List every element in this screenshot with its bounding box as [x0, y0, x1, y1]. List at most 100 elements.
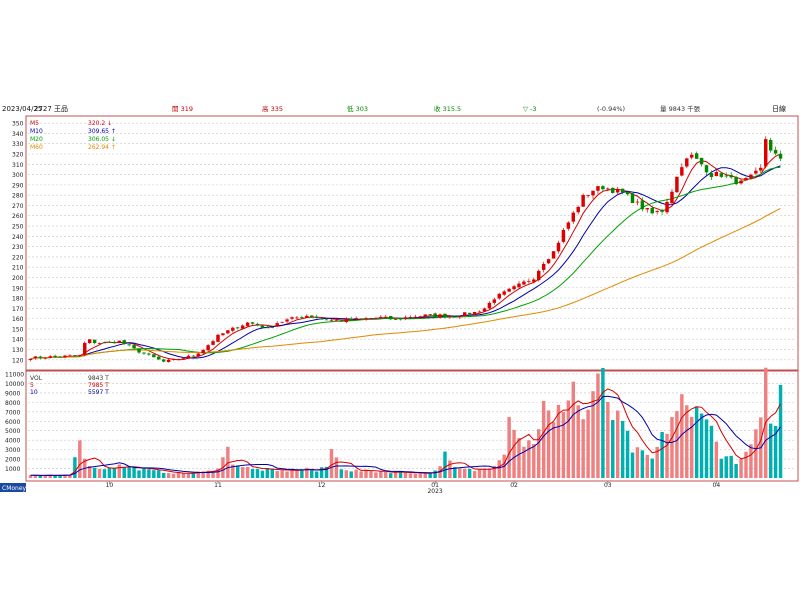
header-period[interactable]: 日線: [772, 104, 786, 113]
candle-body: [581, 195, 585, 207]
volume-bar: [571, 381, 576, 478]
brand-badge: [0, 483, 26, 492]
candle-body: [620, 188, 625, 193]
candle-body: [438, 314, 442, 318]
candle: [329, 319, 334, 322]
volume-bar: [467, 468, 472, 478]
candle: [472, 311, 477, 315]
candle: [403, 315, 408, 321]
candle-body: [734, 176, 738, 185]
candle-body: [754, 170, 758, 174]
volume-bar: [556, 404, 561, 478]
volume-bar: [670, 417, 674, 478]
candle-body: [699, 157, 704, 165]
price-tick-label: 140: [12, 337, 24, 344]
candle: [388, 315, 393, 321]
volume-legend-label: 5: [30, 382, 34, 389]
candle: [211, 339, 215, 346]
volume-bar: [527, 440, 531, 478]
candle-body: [344, 318, 349, 323]
volume-bar: [660, 432, 664, 478]
volume-bar: [689, 416, 694, 478]
volume-bar: [754, 429, 758, 478]
candle: [191, 354, 196, 357]
candle-body: [611, 187, 615, 193]
volume-bar: [329, 449, 334, 478]
candle-body: [265, 327, 270, 329]
candle: [334, 318, 339, 322]
candle: [290, 316, 294, 321]
candle-body: [364, 318, 368, 320]
candle: [571, 210, 576, 224]
candle-body: [117, 340, 122, 343]
candle-body: [314, 316, 319, 319]
candle-body: [507, 288, 511, 292]
price-tick-label: 130: [12, 347, 24, 354]
volume-bar: [482, 468, 487, 478]
volume-bar: [235, 465, 240, 478]
candle: [310, 315, 314, 319]
candle-body: [196, 353, 200, 357]
volume-bar: [453, 467, 457, 478]
price-tick-label: 280: [12, 193, 24, 200]
header-field-vol: 量 9843 千張: [660, 104, 701, 113]
candle: [611, 187, 615, 194]
candle-body: [650, 208, 654, 214]
candle: [43, 357, 47, 360]
candle: [670, 188, 674, 206]
candle-body: [245, 322, 250, 326]
volume-ma-line-10: [30, 395, 781, 476]
candle-body: [566, 222, 571, 229]
volume-bar: [374, 472, 378, 478]
candle-body: [68, 355, 72, 357]
candle-body: [660, 209, 664, 212]
volume-bar: [344, 470, 349, 478]
volume-bar: [541, 400, 546, 478]
candle-body: [166, 359, 171, 363]
candle-body: [773, 149, 778, 154]
candle: [487, 301, 492, 311]
candle: [660, 208, 664, 215]
volume-bar: [655, 446, 659, 478]
candle: [512, 284, 516, 291]
price-axis-ticks: 120 130 140 150 160 170 180 190 200 210 220 230 240 2…: [12, 121, 24, 365]
candle: [53, 354, 57, 358]
candle-body: [201, 350, 205, 354]
volume-bar: [142, 468, 146, 478]
volume-bar: [181, 473, 186, 478]
candle: [645, 207, 650, 213]
candle: [462, 312, 467, 317]
price-tick-label: 200: [12, 275, 24, 282]
candle: [38, 355, 43, 360]
candle: [245, 322, 250, 328]
candle-body: [532, 279, 536, 282]
candle-body: [768, 139, 773, 151]
candle-body: [423, 314, 427, 317]
candle: [300, 315, 304, 319]
volume-bar: [472, 471, 477, 478]
candle-body: [87, 339, 92, 344]
legend-value-m20: 306.05 ↓: [88, 136, 116, 143]
candle: [201, 348, 205, 355]
volume-bar: [132, 467, 136, 478]
candle: [78, 354, 82, 357]
price-tick-label: 210: [12, 265, 24, 272]
volume-bar: [408, 473, 413, 478]
candle-body: [285, 319, 289, 322]
candle-body: [689, 154, 694, 158]
volume-tick-label: 10000: [5, 381, 24, 388]
volume-bar: [240, 467, 245, 478]
candle-body: [206, 345, 210, 351]
volume-bar: [388, 473, 393, 478]
candle-body: [73, 355, 77, 356]
candle: [48, 354, 52, 359]
candle-body: [186, 355, 191, 359]
volume-bar: [699, 413, 704, 478]
x-tick-label: 03: [604, 482, 612, 489]
volume-bar: [201, 471, 205, 478]
candle-body: [63, 355, 67, 358]
candle-body: [467, 312, 472, 315]
candle: [186, 354, 191, 359]
candle: [497, 292, 501, 301]
candle: [147, 352, 151, 356]
